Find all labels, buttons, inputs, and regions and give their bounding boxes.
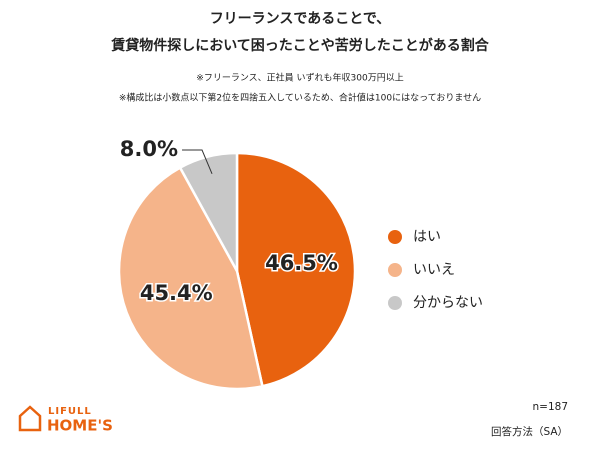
method: 回答方法（SA） [491, 425, 568, 438]
sample-size: n=187 [533, 401, 569, 413]
logo-text: LIFULL [48, 406, 92, 417]
legend-marker [388, 263, 402, 277]
pie-slice [178, 151, 239, 272]
logo-icon [18, 405, 42, 432]
leader-line [182, 149, 213, 175]
logo-text: HOME'S [47, 417, 113, 435]
data-label: 46.5% [265, 251, 338, 275]
chart-title: 賃貸物件探しにおいて困ったことや苦労したことがある割合 [110, 37, 490, 54]
note: ※構成比は小数点以下第2位を四捨五入しているため、合計値は100にはなっておりま… [119, 92, 481, 104]
logo: LIFULL HOME'S [18, 405, 113, 435]
legend-marker [388, 296, 402, 310]
data-label: 8.0% [120, 137, 178, 161]
legend-marker [388, 230, 402, 244]
legend-label: 分からない [413, 295, 483, 311]
legend-label: いいえ [413, 262, 455, 278]
pie-slice [235, 151, 357, 388]
chart-title: フリーランスであることで、 [210, 11, 391, 27]
legend-label: はい [413, 229, 441, 245]
note: ※フリーランス、正社員 いずれも年収300万円以上 [196, 72, 403, 84]
pie-slice [117, 165, 264, 391]
data-label: 45.4% [140, 281, 213, 305]
